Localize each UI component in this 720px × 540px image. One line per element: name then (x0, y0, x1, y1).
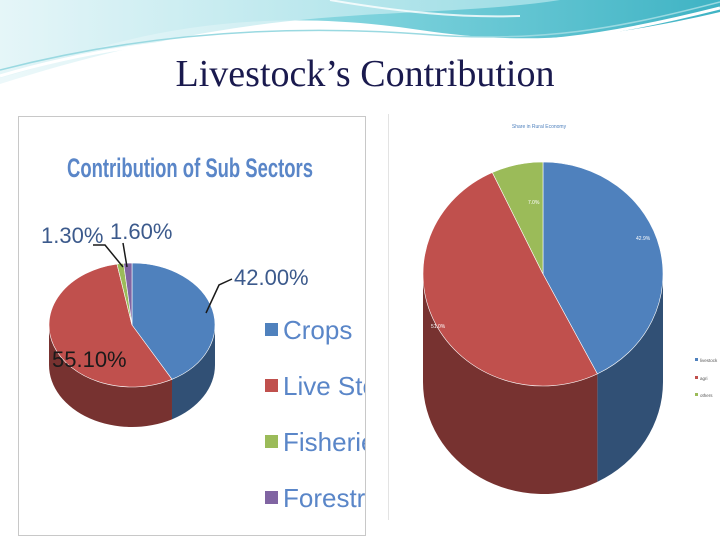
legend-swatch-agri (695, 376, 698, 379)
header-wave-line-3 (329, 0, 521, 18)
legend-label-forestry: Forestry (283, 483, 365, 513)
legend: livestock agri others (695, 358, 718, 398)
chart-sub-sectors: Contribution of Sub Sectors 42.00% 55.10% 1… (18, 116, 366, 536)
pie-slice-agri (422, 172, 598, 387)
legend-label-others: others (700, 393, 713, 398)
label-forestry: 1.60% (110, 219, 172, 244)
pie-slice-others (491, 161, 544, 275)
pie-chart-rural-economy: Share in Rural Economy 42.9% 51.0% 7.0% live… (422, 124, 718, 495)
legend-swatch-fisheries (265, 435, 278, 448)
pie-side-crops (171, 325, 215, 420)
pie-slice-forestry (123, 262, 133, 326)
label-others: 7.0% (528, 200, 540, 206)
legend-label-crops: Crops (283, 315, 352, 345)
legend-swatch-live-stock (265, 379, 278, 392)
leader-line-fisheries (93, 244, 124, 268)
header-wave-line-2 (0, 1, 720, 71)
pie-slice-livestock (542, 161, 664, 375)
legend-label-livestock: livestock (700, 358, 718, 363)
pie-side-live-stock (49, 325, 172, 428)
label-fisheries: 1.30% (41, 223, 103, 248)
pie-side-livestock (597, 274, 663, 482)
chart-title: Contribution of Sub Sectors (67, 153, 313, 183)
label-agri: 51.0% (431, 324, 446, 330)
pie-slice-crops (131, 262, 216, 380)
legend-swatch-others (695, 393, 698, 396)
pie-side-agri (423, 274, 598, 495)
header-wave-line (0, 6, 720, 78)
leader-line-forestry (122, 242, 128, 268)
pie-chart-sub-sectors: Contribution of Sub Sectors 42.00% 55.10% 1… (41, 153, 365, 513)
chart-title: Share in Rural Economy (512, 124, 567, 130)
header-wave-light (0, 0, 560, 84)
legend-swatch-livestock (695, 358, 698, 361)
legend-label-agri: agri (700, 376, 708, 381)
label-livestock: 42.9% (636, 236, 651, 242)
pie-slices (422, 161, 664, 495)
label-crops: 42.00% (234, 265, 309, 290)
pie-slices (48, 262, 216, 428)
legend-label-live-stock: Live Stock (283, 371, 365, 401)
legend-label-fisheries: Fisheries (283, 427, 365, 457)
label-live-stock: 55.10% (52, 347, 127, 372)
legend-swatch-crops (265, 323, 278, 336)
legend-swatch-forestry (265, 491, 278, 504)
chart-rural-economy: Share in Rural Economy 42.9% 51.0% 7.0% live… (388, 114, 720, 520)
leader-line-crops (205, 278, 233, 314)
pie-slice-live-stock (48, 263, 173, 388)
page-title: Livestock’s Contribution (175, 53, 555, 95)
legend: Crops Live Stock Fisheries Forestry (265, 315, 365, 513)
